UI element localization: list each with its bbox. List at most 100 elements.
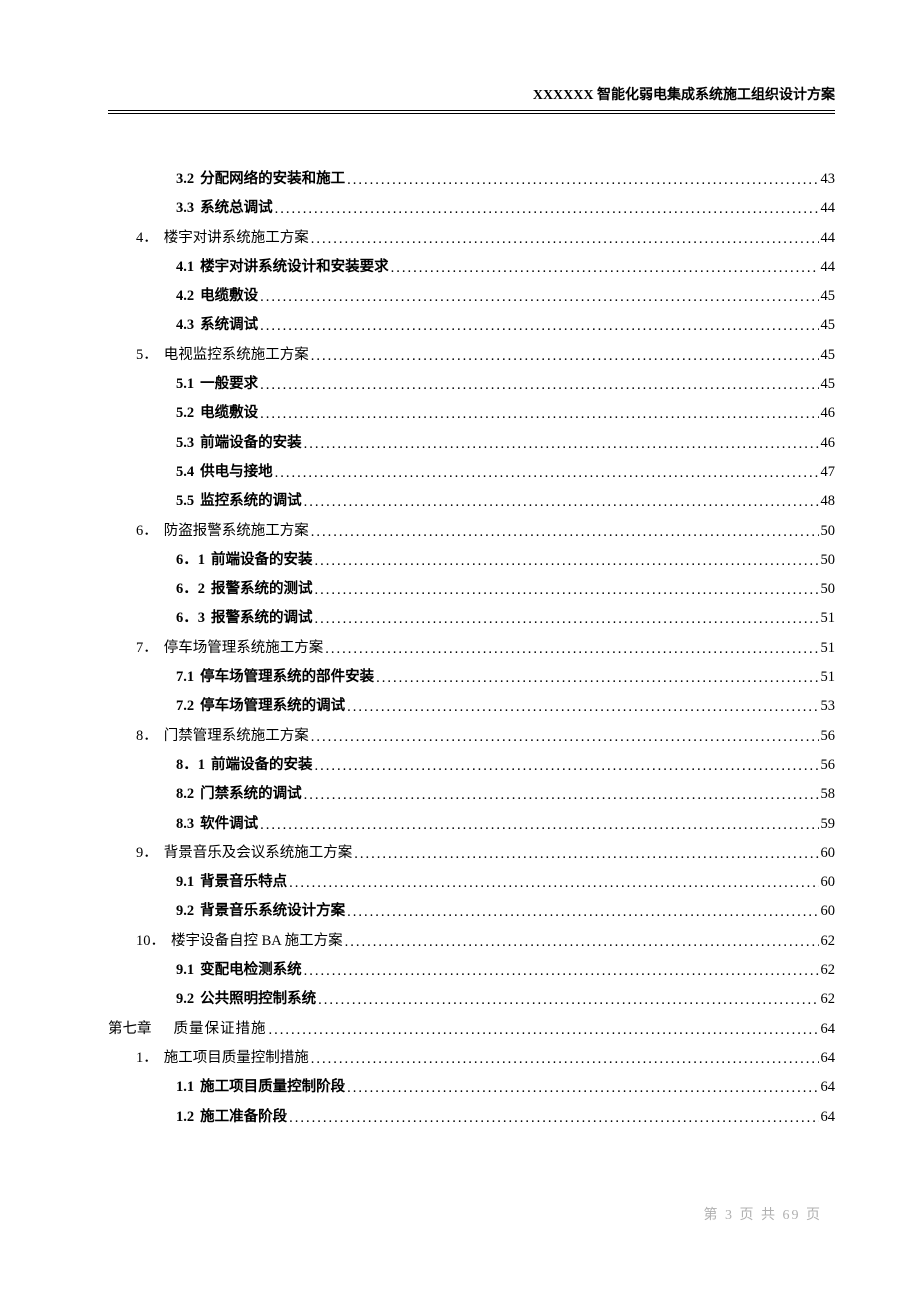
toc-label: 楼宇对讲系统施工方案	[164, 231, 309, 246]
toc-entry: 1.2施工准备阶段64	[108, 1110, 835, 1125]
toc-entry: 8.3 软件调试 59	[108, 817, 835, 832]
toc-label: 施工准备阶段	[200, 1110, 287, 1125]
toc-number: 6．2	[176, 582, 205, 597]
toc-number: 7.1	[176, 670, 194, 685]
toc-leader-dots	[304, 495, 819, 510]
toc-entry: 5.1 一般要求 45	[108, 377, 835, 392]
toc-entry: 5.5监控系统的调试48	[108, 494, 835, 509]
toc-number: 3.3	[176, 201, 194, 216]
toc-number: 3.2	[176, 172, 194, 187]
toc-number: 8.3	[176, 817, 194, 832]
toc-entry: 1.1施工项目质量控制阶段64	[108, 1080, 835, 1095]
toc-page-number: 44	[821, 260, 836, 275]
toc-leader-dots	[311, 1052, 819, 1067]
toc-number: 9.1	[176, 875, 194, 890]
table-of-contents: 3.2分配网络的安装和施工433.3系统总调试444．楼宇对讲系统施工方案444…	[108, 172, 835, 1124]
toc-label: 前端设备的安装	[211, 758, 313, 773]
page-header: XXXXXX 智能化弱电集成系统施工组织设计方案	[108, 84, 835, 111]
toc-number: 1.1	[176, 1080, 194, 1095]
toc-leader-dots	[345, 935, 819, 950]
toc-page-number: 50	[821, 582, 836, 597]
toc-page-number: 46	[821, 406, 836, 421]
toc-number: 4.3	[176, 318, 194, 333]
toc-leader-dots	[318, 993, 818, 1008]
toc-entry: 6．防盗报警系统施工方案50	[108, 524, 835, 539]
toc-page-number: 50	[821, 524, 836, 539]
toc-label: 楼宇对讲系统设计和安装要求	[200, 260, 389, 275]
toc-entry: 8.2门禁系统的调试58	[108, 787, 835, 802]
toc-entry: 6．1 前端设备的安装 50	[108, 553, 835, 568]
toc-page-number: 50	[821, 553, 836, 568]
toc-number: 8．1	[176, 758, 205, 773]
toc-entry: 6．3 报警系统的调试 51	[108, 611, 835, 626]
toc-page-number: 44	[821, 201, 836, 216]
document-page: XXXXXX 智能化弱电集成系统施工组织设计方案 3.2分配网络的安装和施工43…	[0, 0, 920, 1124]
toc-page-number: 51	[821, 611, 836, 626]
toc-leader-dots	[315, 583, 819, 598]
toc-leader-dots	[304, 964, 819, 979]
toc-page-number: 56	[821, 729, 836, 744]
toc-page-number: 48	[821, 494, 836, 509]
toc-page-number: 44	[821, 231, 836, 246]
toc-number: 6．3	[176, 611, 205, 626]
toc-label: 停车场管理系统的调试	[200, 699, 345, 714]
toc-entry: 10．楼宇设备自控 BA 施工方案62	[108, 934, 835, 949]
toc-leader-dots	[315, 612, 819, 627]
toc-entry: 3.2分配网络的安装和施工43	[108, 172, 835, 187]
toc-entry: 7.1停车场管理系统的部件安装51	[108, 670, 835, 685]
toc-label: 变配电检测系统	[200, 963, 302, 978]
toc-number: 9．	[136, 846, 158, 861]
toc-leader-dots	[275, 202, 819, 217]
toc-page-number: 59	[821, 817, 836, 832]
toc-leader-dots	[311, 730, 819, 745]
toc-page-number: 46	[821, 436, 836, 451]
toc-page-number: 56	[821, 758, 836, 773]
toc-number: 4．	[136, 231, 158, 246]
toc-entry: 9.2背景音乐系统设计方案60	[108, 904, 835, 919]
toc-page-number: 62	[821, 963, 836, 978]
toc-number: 7．	[136, 641, 158, 656]
toc-leader-dots	[260, 290, 818, 305]
toc-label: 软件调试	[200, 817, 258, 832]
toc-label: 公共照明控制系统	[200, 992, 316, 1007]
toc-number: 第七章	[108, 1022, 152, 1037]
toc-page-number: 51	[821, 670, 836, 685]
toc-number: 9.2	[176, 992, 194, 1007]
toc-page-number: 45	[821, 377, 836, 392]
toc-leader-dots	[347, 905, 818, 920]
toc-page-number: 45	[821, 318, 836, 333]
toc-label: 施工项目质量控制阶段	[200, 1080, 345, 1095]
toc-entry: 4.2电缆敷设45	[108, 289, 835, 304]
toc-leader-dots	[304, 788, 819, 803]
toc-page-number: 60	[821, 875, 836, 890]
toc-leader-dots	[269, 1023, 819, 1038]
toc-page-number: 51	[821, 641, 836, 656]
toc-leader-dots	[260, 378, 818, 393]
toc-number: 6．1	[176, 553, 205, 568]
toc-entry: 9.1背景音乐特点60	[108, 875, 835, 890]
toc-label: 电视监控系统施工方案	[164, 348, 309, 363]
toc-leader-dots	[391, 261, 819, 276]
toc-entry: 5．电视监控系统施工方案45	[108, 348, 835, 363]
toc-label: 前端设备的安装	[211, 553, 313, 568]
toc-label: 背景音乐及会议系统施工方案	[164, 846, 353, 861]
toc-leader-dots	[260, 818, 818, 833]
toc-leader-dots	[311, 525, 819, 540]
toc-label: 一般要求	[200, 377, 258, 392]
toc-label: 分配网络的安装和施工	[200, 172, 345, 187]
toc-page-number: 62	[821, 992, 836, 1007]
toc-entry: 3.3系统总调试44	[108, 201, 835, 216]
toc-leader-dots	[325, 642, 818, 657]
toc-leader-dots	[275, 466, 819, 481]
toc-leader-dots	[311, 349, 819, 364]
toc-label: 报警系统的调试	[211, 611, 313, 626]
toc-entry: 4.3系统调试45	[108, 318, 835, 333]
toc-entry: 9.1变配电检测系统62	[108, 963, 835, 978]
toc-entry: 5.4供电与接地47	[108, 465, 835, 480]
toc-number: 5.1	[176, 377, 194, 392]
toc-label: 防盗报警系统施工方案	[164, 524, 309, 539]
toc-label: 门禁系统的调试	[200, 787, 302, 802]
footer-text: 第 3 页 共 69 页	[704, 1208, 823, 1223]
toc-entry: 1．施工项目质量控制措施64	[108, 1051, 835, 1066]
toc-leader-dots	[260, 319, 818, 334]
